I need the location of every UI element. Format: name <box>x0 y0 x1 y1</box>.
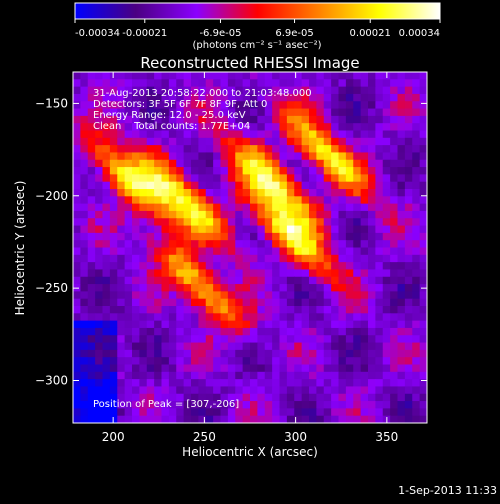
x-axis-label: Heliocentric X (arcsec) <box>182 445 318 459</box>
annotation-time-range: 31-Aug-2013 20:58:22.000 to 21:03:48.000 <box>93 88 312 99</box>
chart-title: Reconstructed RHESSI Image <box>140 54 359 72</box>
y-tick-label: −300 <box>35 374 68 388</box>
colorbar-units: (photons cm⁻² s⁻¹ asec⁻²) <box>192 40 321 51</box>
y-axis-label: Heliocentric Y (arcsec) <box>13 181 27 316</box>
annotation-energy-range: Energy Range: 12.0 - 25.0 keV <box>93 110 246 121</box>
timestamp: 1-Sep-2013 11:33 <box>398 484 497 497</box>
colorbar-tick-label: 0.00021 <box>350 28 391 39</box>
colorbar-tick-label: -0.00021 <box>122 28 167 39</box>
annotation-clean-counts: Clean Total counts: 1.77E+04 <box>93 121 250 132</box>
colorbar-tick-label: -0.00034 <box>75 28 120 39</box>
x-tick-label: 350 <box>375 430 398 444</box>
y-tick-label: −150 <box>35 96 68 110</box>
colorbar-ticks: -0.00034 -0.00021 -6.9e-05 6.9e-05 0.00021 0.… <box>74 19 441 39</box>
colorbar-tick-label: -6.9e-05 <box>199 28 241 39</box>
peak-position-label: Position of Peak = [307,-206] <box>93 399 239 410</box>
colorbar-tick-label: 0.00034 <box>399 28 440 39</box>
heatmap-image <box>73 72 427 423</box>
y-axis: −150 −200 −250 −300 <box>35 96 427 388</box>
y-tick-label: −200 <box>35 189 68 203</box>
annotation-detectors: Detectors: 3F 5F 6F 7F 8F 9F, Att 0 <box>93 99 267 110</box>
colorbar <box>74 2 441 20</box>
x-tick-label: 250 <box>193 430 216 444</box>
colorbar-tick-label: 6.9e-05 <box>275 28 313 39</box>
plot-frame <box>72 71 428 424</box>
x-axis: 200 250 300 350 <box>102 72 398 444</box>
x-tick-label: 200 <box>102 430 125 444</box>
y-tick-label: −250 <box>35 281 68 295</box>
x-tick-label: 300 <box>284 430 307 444</box>
